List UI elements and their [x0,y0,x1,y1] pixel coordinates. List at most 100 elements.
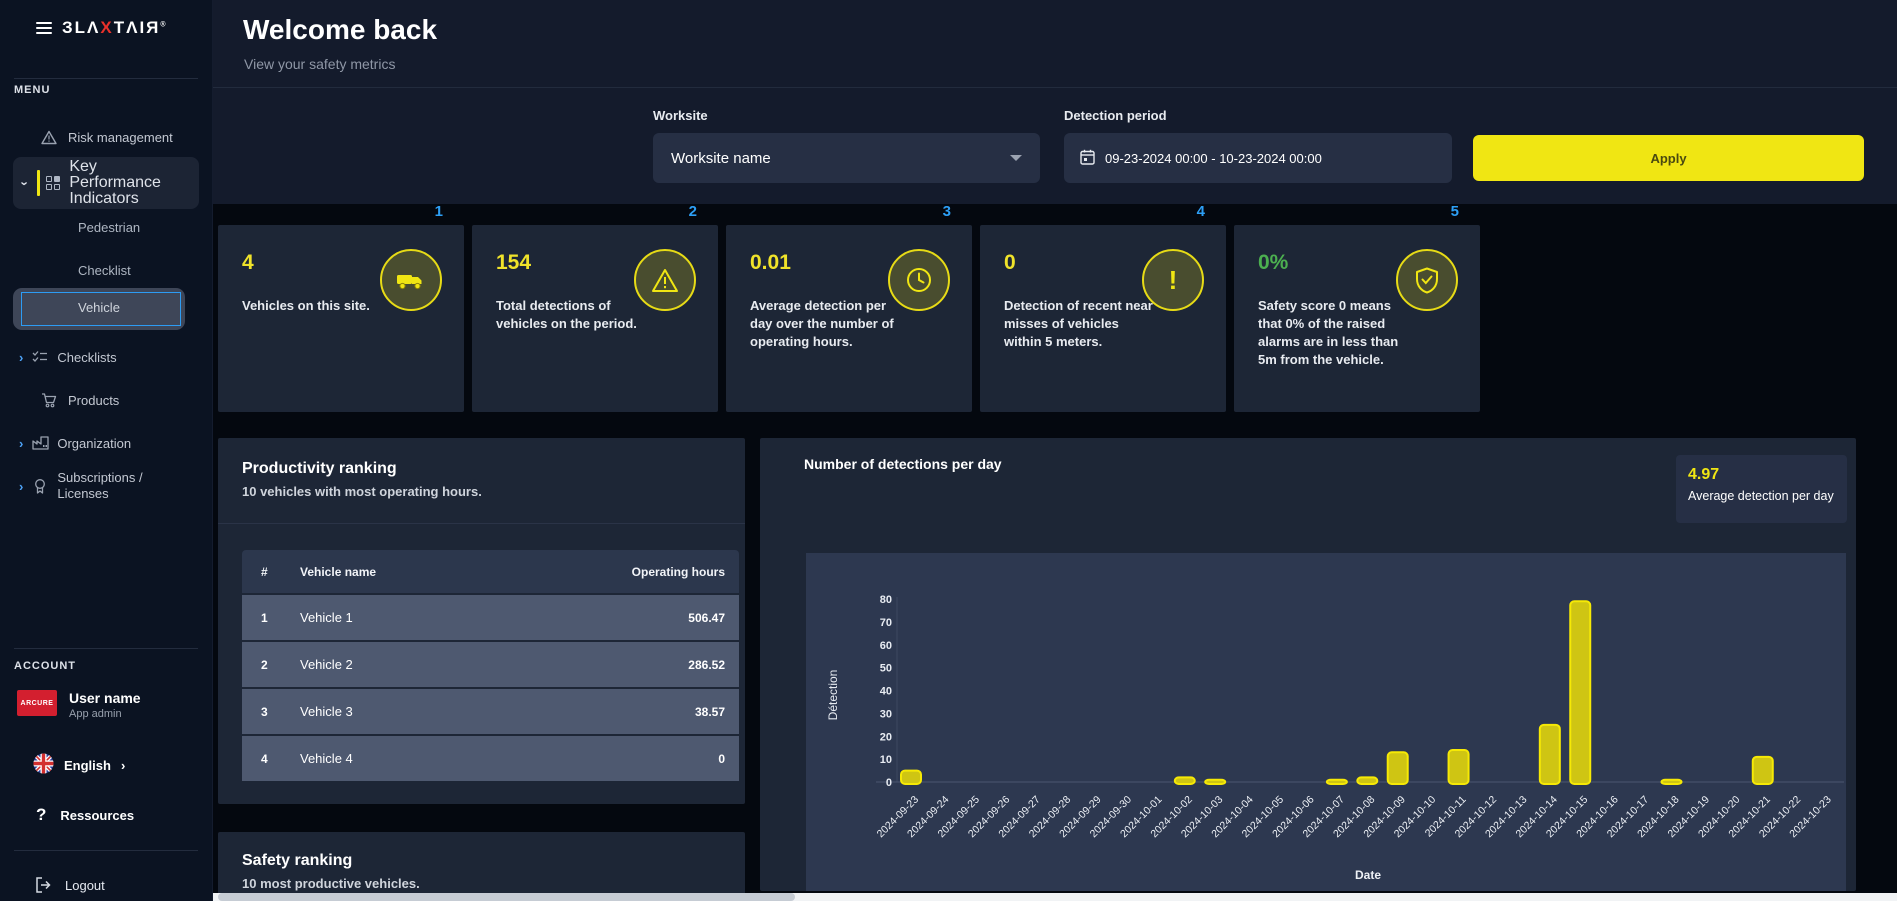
safety-ranking-panel: Safety ranking 10 most productive vehicl… [218,832,745,901]
table-row: 1 Vehicle 1 506.47 [242,595,739,640]
detections-chart-svg[interactable]: 01020304050607080Détection2024-09-232024… [806,553,1846,891]
table-row: 3 Vehicle 3 38.57 [242,689,739,734]
logout-button[interactable]: Logout [0,870,213,900]
horizontal-scrollbar[interactable] [213,893,1897,901]
average-label: Average detection per day [1688,489,1834,503]
kpi-value: 0% [1258,251,1289,274]
chevron-down-icon [1010,155,1022,161]
cart-icon [40,392,58,408]
sidebar-item-key-performance-indicators[interactable]: › Key Performance Indicators [13,157,199,209]
table-row: 2 Vehicle 2 286.52 [242,642,739,687]
chevron-right-icon: › [19,435,24,451]
worksite-value: Worksite name [671,149,771,167]
language-selector[interactable]: English › [0,750,213,780]
table-row: 4 Vehicle 4 0 [242,736,739,781]
checklist-icon [31,350,49,364]
detection-period-field[interactable]: 09-23-2024 00:00 - 10-23-2024 00:00 [1064,133,1452,183]
svg-text:20: 20 [880,731,892,743]
detections-chart[interactable]: 0 10 20 30 40 50 60 70 80 Détection 2024-09-23 2024… [806,553,1846,891]
chevron-right-icon: › [19,478,24,494]
svg-text:60: 60 [880,640,892,652]
sidebar-item-subscriptions-licenses[interactable]: › Subscriptions / Licenses [0,466,213,506]
detection-period-label: Detection period [1064,108,1167,123]
uk-flag-icon [33,753,54,777]
rank-cell: 3 [261,704,268,719]
exclamation-icon: ! [1142,249,1204,311]
question-mark-icon: ? [36,805,47,824]
sidebar-item-label: Vehicle [78,300,120,315]
apply-button[interactable]: Apply [1473,135,1864,181]
sidebar-item-label: Logout [65,877,105,893]
sidebar-item-organization[interactable]: › Organization [0,428,213,458]
kpi-cards-row: 4 Vehicles on this site. 154 Total detec… [218,225,1480,412]
sidebar-item-label: Key Performance Indicators [69,158,161,207]
kpi-value: 0.01 [750,251,791,274]
hamburger-menu-icon[interactable] [36,22,52,34]
kpi-index-5: 5 [1450,203,1459,220]
sidebar-item-label: Organization [57,435,132,451]
col-operating-hours: Operating hours [631,564,725,579]
license-badge-icon [31,478,49,494]
scrollbar-thumb[interactable] [218,893,795,901]
detections-chart-panel: Number of detections per day 4.97 Averag… [760,438,1856,891]
sidebar-item-pedestrian[interactable]: Pedestrian [78,220,141,235]
warning-triangle-icon [40,130,58,145]
svg-text:30: 30 [880,708,892,720]
worksite-select[interactable]: Worksite name [653,133,1040,183]
sidebar-item-label: Products [68,392,120,408]
truck-icon [380,249,442,311]
kpi-card-safety-score: 0% Safety score 0 means that 0% of the r… [1234,225,1480,412]
kpi-description: Total detections of vehicles on the peri… [496,298,637,331]
kpi-card-vehicles: 4 Vehicles on this site. [218,225,464,412]
kpi-grid-icon [46,176,61,190]
factory-icon [31,436,49,450]
user-profile[interactable]: ARCURE User name App admin [0,690,213,734]
detection-period-value: 09-23-2024 00:00 - 10-23-2024 00:00 [1105,150,1322,166]
arcure-logo: ARCURE [17,690,57,716]
sidebar-item-risk-management[interactable]: Risk management [0,122,213,152]
kpi-description: Vehicles on this site. [242,298,370,313]
hours-cell: 506.47 [688,610,725,625]
sidebar-item-products[interactable]: Products [0,385,213,415]
chevron-right-icon: › [120,757,126,773]
divider [14,850,198,851]
shield-check-icon [1396,249,1458,311]
kpi-index-2: 2 [688,203,697,220]
hours-cell: 0 [718,751,725,766]
page-subtitle: View your safety metrics [244,56,396,72]
col-vehicle-name: Vehicle name [300,564,377,579]
kpi-index-3: 3 [942,203,951,220]
sidebar-item-label: Checklists [57,349,117,365]
average-detection-badge: 4.97 Average detection per day [1676,455,1847,523]
clock-icon [888,249,950,311]
brand-logo: ЗLΛXTΛIЯ® [62,18,168,37]
svg-text:0: 0 [886,777,892,789]
productivity-ranking-panel: Productivity ranking 10 vehicles with mo… [218,438,745,804]
divider [14,648,198,649]
svg-text:Détection: Détection [826,670,840,721]
active-indicator [37,170,41,196]
account-section-label: ACCOUNT [14,660,76,672]
rank-cell: 4 [261,751,268,766]
kpi-value: 154 [496,251,532,274]
sidebar-item-checklist[interactable]: Checklist [78,263,131,278]
user-role: App admin [69,708,122,720]
svg-text:10: 10 [880,754,892,766]
sidebar-item-vehicle-selected[interactable]: Vehicle [13,288,185,330]
hours-cell: 38.57 [694,704,725,719]
main-content: Welcome back View your safety metrics Wo… [213,0,1897,901]
sidebar: ЗLΛXTΛIЯ® MENU Risk management › Key Per… [0,0,213,901]
vehicle-name-cell: Vehicle 2 [300,657,353,672]
kpi-card-near-misses: 0 Detection of recent near misses of veh… [980,225,1226,412]
svg-text:80: 80 [880,594,892,606]
sidebar-item-resources[interactable]: ? Ressources [0,800,213,830]
kpi-description: Average detection per day over the numbe… [750,298,894,349]
vehicle-name-cell: Vehicle 1 [300,610,353,625]
productivity-title: Productivity ranking [242,460,397,477]
page-title: Welcome back [243,14,438,45]
sidebar-item-checklists[interactable]: › Checklists [0,342,213,372]
hours-cell: 286.52 [688,657,725,672]
safety-subtitle: 10 most productive vehicles. [242,876,420,891]
menu-section-label: MENU [14,84,51,96]
divider [213,87,1897,88]
